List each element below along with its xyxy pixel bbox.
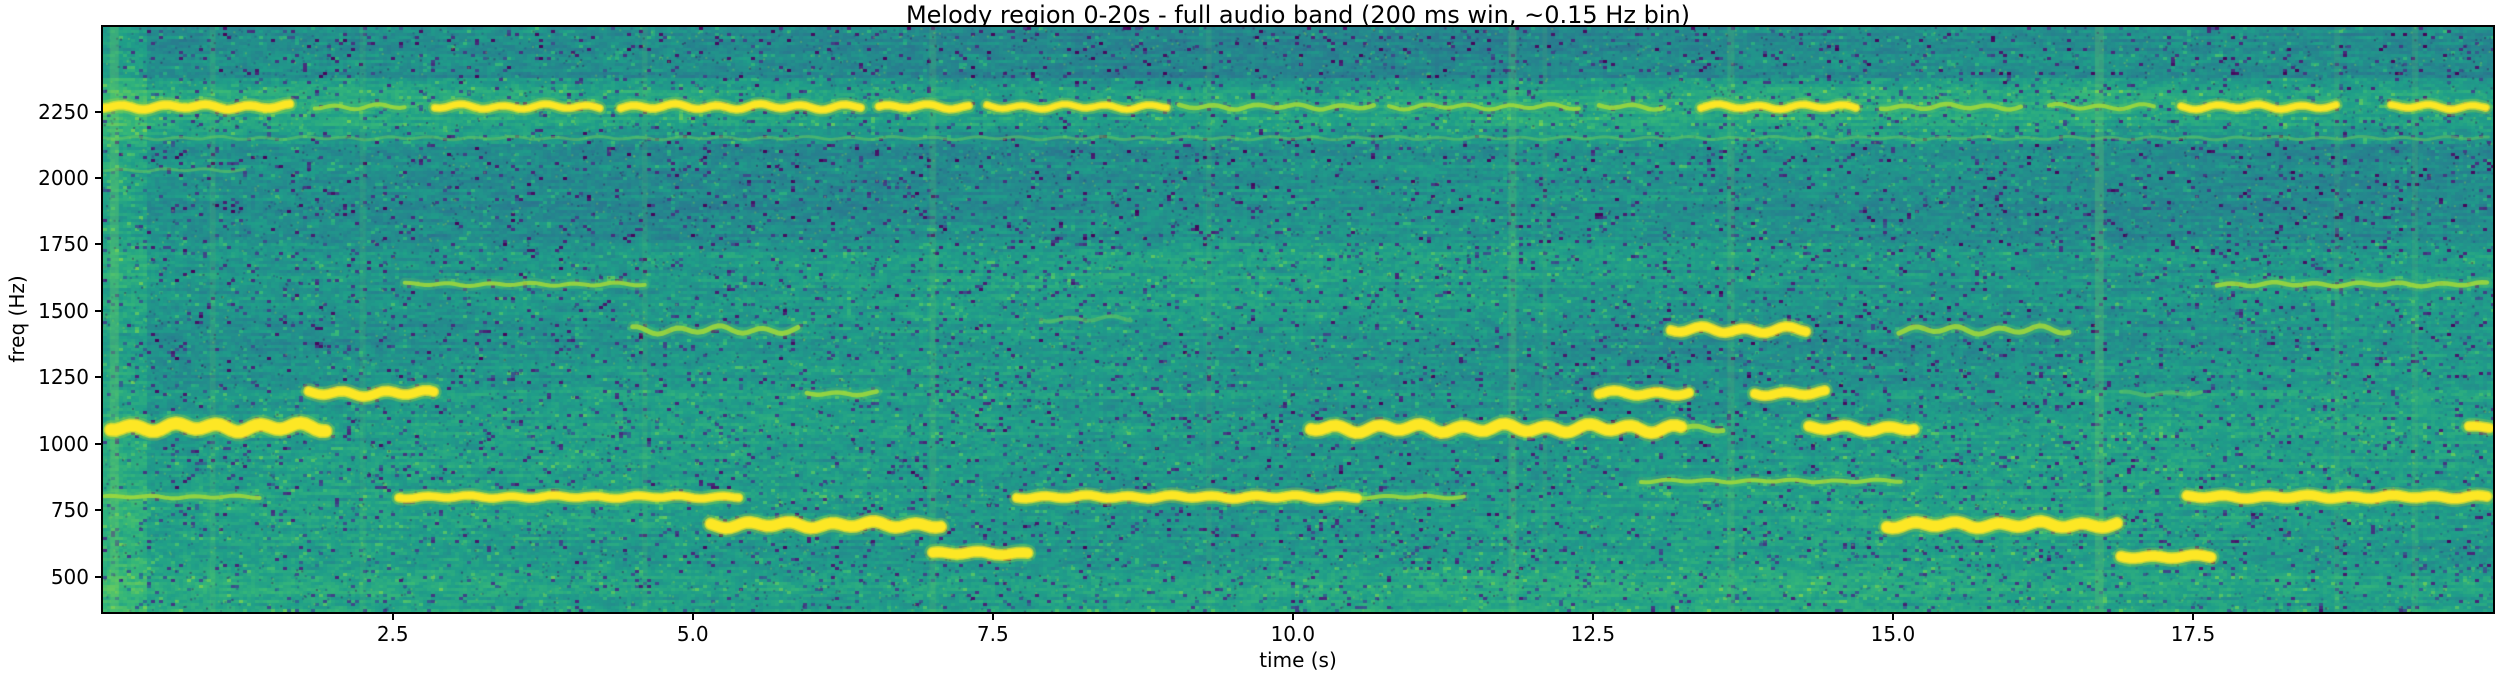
- x-tick-label: 2.5: [376, 622, 409, 646]
- y-tick-mark: [95, 575, 103, 578]
- x-tick-mark: [691, 612, 694, 620]
- y-tick-mark: [95, 442, 103, 445]
- y-tick-label: 750: [50, 498, 89, 523]
- x-tick-mark: [391, 612, 394, 620]
- x-tick-label: 15.0: [1870, 622, 1916, 646]
- y-tick-label: 500: [50, 564, 89, 589]
- x-tick-mark: [1291, 612, 1294, 620]
- y-axis-label: freq (Hz): [5, 275, 29, 363]
- y-tick-mark: [95, 243, 103, 246]
- x-axis-label: time (s): [1259, 648, 1337, 672]
- y-tick-mark: [95, 110, 103, 113]
- x-tick-label: 17.5: [2170, 622, 2216, 646]
- chart-title: Melody region 0-20s - full audio band (2…: [905, 1, 1691, 29]
- x-tick-label: 7.5: [976, 622, 1009, 646]
- spectrogram-heatmap: [103, 27, 2493, 612]
- x-tick-label: 5.0: [676, 622, 709, 646]
- x-tick-label: 12.5: [1570, 622, 1616, 646]
- y-tick-label: 2250: [38, 99, 89, 124]
- y-tick-label: 1000: [38, 431, 89, 456]
- x-tick-mark: [1891, 612, 1894, 620]
- y-tick-label: 1250: [38, 365, 89, 390]
- y-tick-label: 1750: [38, 232, 89, 257]
- x-tick-mark: [1591, 612, 1594, 620]
- y-tick-label: 1500: [38, 298, 89, 323]
- x-tick-mark: [991, 612, 994, 620]
- y-tick-mark: [95, 509, 103, 512]
- y-tick-label: 2000: [38, 165, 89, 190]
- y-tick-mark: [95, 176, 103, 179]
- x-tick-mark: [2191, 612, 2194, 620]
- y-tick-mark: [95, 376, 103, 379]
- x-tick-label: 10.0: [1270, 622, 1316, 646]
- y-tick-mark: [95, 309, 103, 312]
